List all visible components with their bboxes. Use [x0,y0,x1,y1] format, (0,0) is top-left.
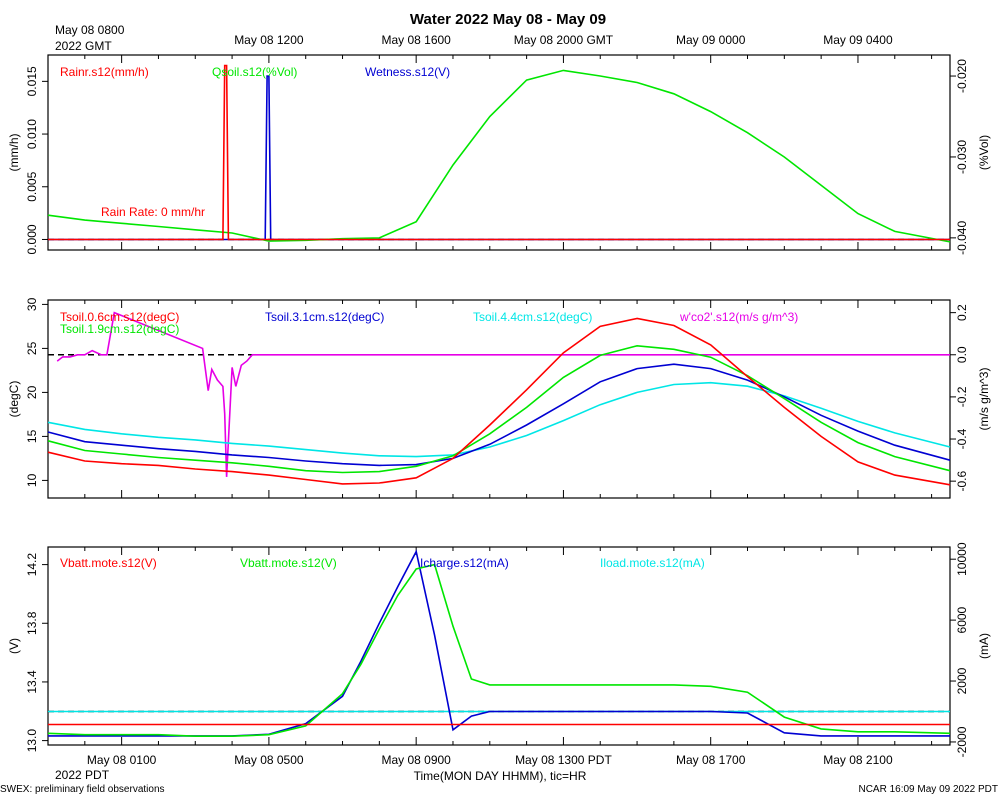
series-line-blue [48,549,950,737]
top-axis-label: May 08 1600 [381,33,451,47]
right-tick-label: -0.030 [955,140,969,174]
right-axis-label: (%Vol) [977,135,991,170]
top-axis-start-year-label: 2022 GMT [55,39,112,53]
bottom-axis-label: May 08 0900 [381,753,451,767]
right-tick-label: -0.040 [955,221,969,255]
legend-label-red: Tsoil.0.6cm.s12(degC) [60,310,179,324]
plot-frame [47,546,951,746]
left-tick-label: 20 [25,385,39,399]
left-tick-label: 13.8 [25,611,39,635]
right-tick-label: -0.2 [955,386,969,407]
series-line-magenta [56,311,950,477]
top-axis-label: May 09 0000 [676,33,746,47]
left-tick-label: 30 [25,297,39,311]
chart-panels: 0.0000.0050.0100.015-0.040-0.030-0.020(m… [7,54,991,757]
series-line-green [47,563,951,738]
bottom-axis-label: May 08 1700 [676,753,746,767]
legend-label-blue: Tsoil.3.1cm.s12(degC) [265,310,384,324]
top-axis-label: May 08 2000 GMT [514,33,614,47]
left-tick-label: 0.005 [25,171,39,201]
right-tick-label: 2000 [955,667,969,694]
plot-frame [47,54,951,251]
left-axis-label: (V) [7,638,21,654]
panel-water: 0.000 0.005 0.010 0.015 -0.040 -0.030 -0.020 (m… [7,54,991,255]
legend-label-magenta: w'co2'.s12(m/s g/m^3) [679,310,798,324]
right-tick-label: -0.4 [955,428,969,449]
series-line-green [47,69,951,243]
footer-left-note: SWEX: preliminary field observations [0,784,165,795]
bottom-axis-year-label: 2022 PDT [55,768,110,782]
legend-label-blue: Wetness.s12(V) [365,65,450,79]
chart-title: Water 2022 May 08 - May 09 [410,11,606,28]
left-tick-label: 0.015 [25,66,39,96]
legend-label-blue: Icharge.s12(mA) [420,556,509,570]
legend-label-green: Tsoil.1.9cm.s12(degC) [60,322,179,336]
panel-power: 13.0 13.4 13.8 14.2 -2000 2000 6000 10000 (V) (mA… [7,542,991,757]
right-axis-label: (mA) [977,633,991,659]
top-axis-label: May 08 1200 [234,33,304,47]
top-axis-labels: May 08 1200 May 08 1600 May 08 2000 GMT May… [234,33,893,47]
series-line-cyan [47,381,951,458]
left-tick-label: 10 [25,473,39,487]
panel-soil-temperature: 10 15 20 25 30 -0.6 -0.4 -0.2 0.0 0.2 (degC) (m/s g… [7,297,991,499]
right-tick-label: 0.0 [955,346,969,363]
left-tick-label: 0.010 [25,119,39,149]
left-tick-label: 25 [25,341,39,355]
legend-label-cyan: Iload.mote.s12(mA) [600,556,705,570]
left-tick-label: 13.0 [25,729,39,753]
series-line-green [47,344,951,474]
series-line-red [48,64,950,241]
right-tick-label: 6000 [955,606,969,633]
bottom-axis-label: May 08 2100 [823,753,893,767]
legend-label-cyan: Tsoil.4.4cm.s12(degC) [473,310,592,324]
top-axis-label: May 09 0400 [823,33,893,47]
left-tick-label: 15 [25,429,39,443]
bottom-axis-label: May 08 1300 PDT [515,753,612,767]
right-tick-label: 0.2 [955,304,969,321]
left-axis-label: (mm/h) [7,134,21,172]
legend-label-red: Rainr.s12(mm/h) [60,65,149,79]
right-tick-label: -0.020 [955,59,969,93]
right-tick-label: 10000 [955,542,969,576]
left-tick-label: 14.2 [25,553,39,577]
bottom-axis-labels: May 08 0100 May 08 0500 May 08 0900 May 08 … [87,753,893,767]
footer-right-note: NCAR 16:09 May 09 2022 PDT [858,784,998,795]
legend-label-red: Vbatt.mote.s12(V) [60,556,157,570]
series-line-blue [47,363,951,467]
plot-frame [47,299,951,499]
legend-label-green: Vbatt.mote.s12(V) [240,556,337,570]
right-axis-label: (m/s g/m^3) [977,368,991,431]
legend-label-green: Qsoil.s12(%Vol) [212,65,297,79]
bottom-axis-label: May 08 0500 [234,753,304,767]
series-line-red [47,317,951,486]
left-tick-label: 0.000 [25,224,39,254]
left-axis-label: (degC) [7,381,21,418]
right-tick-label: -2000 [955,726,969,757]
bottom-axis-label: May 08 0100 [87,753,157,767]
top-axis-start-label: May 08 0800 [55,23,125,37]
rain-rate-annotation: Rain Rate: 0 mm/hr [101,205,205,219]
right-tick-label: -0.6 [955,470,969,491]
left-tick-label: 13.4 [25,670,39,694]
x-axis-title: Time(MON DAY HHMM), tic=HR [414,769,587,783]
